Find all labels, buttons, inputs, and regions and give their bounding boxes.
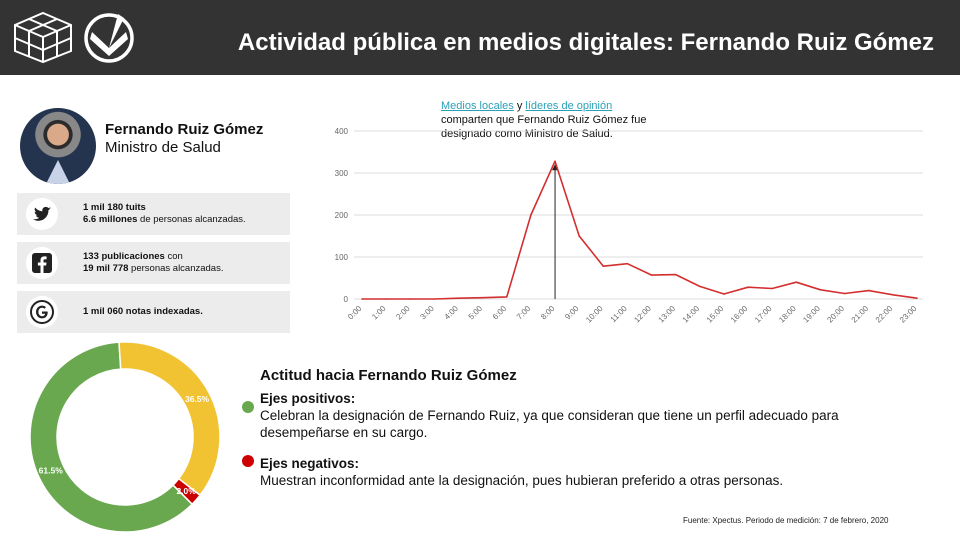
data-point xyxy=(747,286,749,289)
google-icon xyxy=(26,296,58,328)
x-tick-label: 0:00 xyxy=(346,304,364,322)
x-tick-label: 12:00 xyxy=(632,304,653,325)
donut-label: 2.0% xyxy=(176,486,196,496)
data-point xyxy=(505,296,508,298)
positive-bullet xyxy=(242,401,254,413)
page-title: Actividad pública en medios digitales: F… xyxy=(237,29,934,56)
data-point xyxy=(699,285,701,288)
x-tick-label: 19:00 xyxy=(801,304,822,325)
x-tick-label: 8:00 xyxy=(539,304,557,322)
data-point xyxy=(457,297,460,299)
data-point xyxy=(674,273,677,276)
x-tick-label: 16:00 xyxy=(729,304,750,325)
twitter-stats-text: 1 mil 180 tuits 6.6 millones de personas… xyxy=(83,202,246,225)
medios-locales-link[interactable]: Medios locales xyxy=(441,100,514,112)
hourly-activity-line-chart: 0 100 200 300 400 0:00 1:00 2:00 3:00 4:00 5:00 6:0… xyxy=(335,127,923,325)
y-tick-label: 200 xyxy=(335,211,349,220)
x-tick-label: 18:00 xyxy=(777,304,798,325)
data-point xyxy=(650,274,653,276)
y-tick-label: 400 xyxy=(335,127,349,136)
data-point xyxy=(771,287,774,290)
data-point xyxy=(795,281,798,283)
header-bar: Actividad pública en medios digitales: F… xyxy=(0,0,960,75)
data-point xyxy=(530,214,532,216)
x-tick-label: 7:00 xyxy=(515,304,533,322)
brand-logo-icon xyxy=(84,13,134,63)
chart-annotation: Medios locales y líderes de opinión comp… xyxy=(441,100,647,140)
data-point xyxy=(819,288,822,291)
data-point xyxy=(578,235,580,237)
data-point xyxy=(409,298,412,300)
attitude-donut-chart: 61.5% 36.5% 2.0% xyxy=(29,341,221,533)
data-point xyxy=(481,296,484,299)
negative-axis-text: Muestran inconformidad ante la designaci… xyxy=(260,473,784,488)
peak-marker-arrow xyxy=(552,164,559,171)
donut-slice xyxy=(118,341,221,497)
data-point xyxy=(433,298,436,300)
x-tick-label: 1:00 xyxy=(370,304,388,322)
x-tick-label: 9:00 xyxy=(563,304,581,322)
positive-axis-text: Celebran la designación de Fernando Ruiz… xyxy=(260,408,839,440)
data-point xyxy=(867,289,870,292)
data-point xyxy=(916,297,918,299)
data-point xyxy=(385,298,387,300)
negative-axis-title: Ejes negativos: xyxy=(260,456,360,471)
attitude-title: Actitud hacia Fernando Ruiz Gómez xyxy=(260,367,517,384)
twitter-icon xyxy=(26,198,58,230)
x-tick-label: 22:00 xyxy=(874,304,895,325)
y-tick-label: 0 xyxy=(344,295,349,304)
x-tick-label: 21:00 xyxy=(850,304,871,325)
data-point xyxy=(602,265,605,268)
data-point xyxy=(723,293,725,295)
person-name: Fernando Ruiz Gómez xyxy=(105,121,264,138)
facebook-icon xyxy=(26,247,58,279)
source-note: Fuente: Xpectus. Periodo de medición: 7 … xyxy=(683,516,889,525)
x-tick-label: 11:00 xyxy=(609,304,629,324)
twitter-stats-card: 1 mil 180 tuits 6.6 millones de personas… xyxy=(17,193,290,235)
donut-label: 36.5% xyxy=(185,394,210,404)
x-tick-label: 5:00 xyxy=(467,304,485,322)
positive-axis-title: Ejes positivos: xyxy=(260,391,356,406)
lideres-opinion-link[interactable]: líderes de opinión xyxy=(525,100,613,112)
x-tick-label: 10:00 xyxy=(584,304,605,325)
x-tick-label: 15:00 xyxy=(705,304,726,325)
x-tick-label: 2:00 xyxy=(394,304,412,322)
x-tick-label: 14:00 xyxy=(681,304,702,325)
data-point xyxy=(843,292,846,295)
donut-slice xyxy=(29,341,194,533)
y-tick-label: 100 xyxy=(335,253,349,262)
donut-label: 61.5% xyxy=(39,466,64,476)
negative-bullet xyxy=(242,455,254,467)
facebook-stats-text: 133 publicaciones con 19 mil 778 persona… xyxy=(83,251,224,274)
y-tick-label: 300 xyxy=(335,169,349,178)
x-tick-label: 23:00 xyxy=(898,304,919,325)
data-point xyxy=(361,298,363,300)
x-tick-label: 6:00 xyxy=(491,304,509,322)
facebook-stats-card: 133 publicaciones con 19 mil 778 persona… xyxy=(17,242,290,284)
data-point xyxy=(626,262,629,265)
data-point xyxy=(892,294,894,296)
data-point xyxy=(554,160,556,163)
x-tick-label: 4:00 xyxy=(443,304,461,322)
x-tick-label: 13:00 xyxy=(657,304,678,325)
google-stats-text: 1 mil 060 notas indexadas. xyxy=(83,306,203,317)
donut-slice xyxy=(172,477,202,506)
google-stats-card: 1 mil 060 notas indexadas. xyxy=(17,291,290,333)
avatar xyxy=(20,108,96,184)
person-role: Ministro de Salud xyxy=(105,139,221,156)
x-tick-label: 17:00 xyxy=(753,304,774,325)
x-tick-label: 3:00 xyxy=(418,304,436,322)
x-tick-label: 20:00 xyxy=(825,304,846,325)
cube-logo-icon xyxy=(14,11,72,64)
series-line xyxy=(362,160,918,300)
